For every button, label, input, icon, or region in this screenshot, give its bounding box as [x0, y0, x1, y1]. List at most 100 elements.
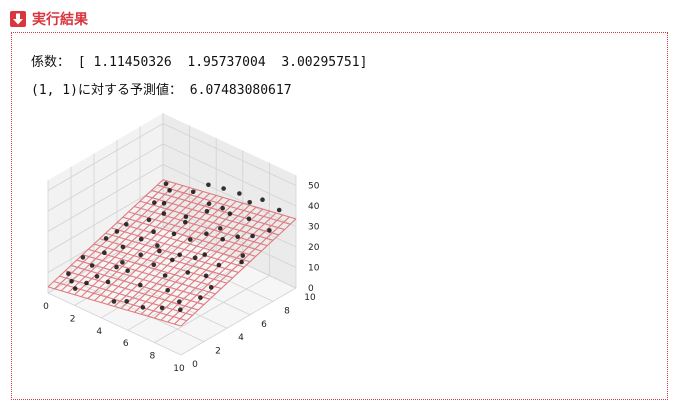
data-point [260, 197, 265, 202]
data-point [276, 207, 282, 213]
data-point [227, 211, 233, 216]
data-point [246, 216, 252, 222]
data-point [120, 244, 126, 250]
wall-grid-z-left [47, 164, 164, 232]
data-point [204, 231, 209, 236]
data-point [170, 257, 175, 263]
x-tick-label: 10 [173, 364, 185, 374]
z-tick-label: 50 [308, 182, 320, 192]
data-point [177, 299, 182, 304]
data-point [220, 236, 225, 242]
x-tick-label: 0 [43, 302, 49, 312]
data-point [138, 282, 143, 288]
data-point [171, 231, 177, 237]
plane-wire-y [134, 205, 268, 247]
plane-wire-y [116, 222, 251, 263]
data-point [159, 305, 165, 311]
plane-wire-x [173, 216, 290, 325]
data-point [183, 214, 189, 220]
data-point [216, 262, 222, 268]
data-point [162, 273, 168, 278]
output-panel: 係数： [ 1.11450326 1.95737004 3.00295751] … [11, 32, 668, 400]
floor-grid-x [127, 262, 244, 331]
y-tick-label: 2 [215, 347, 221, 357]
wall-grid-z-right [162, 123, 297, 186]
data-point [206, 182, 211, 188]
data-point [185, 270, 191, 275]
data-point [177, 252, 182, 258]
y-tick-label: 0 [192, 360, 198, 370]
plane-wire-y [111, 227, 245, 268]
data-point [167, 188, 172, 193]
floor-grid-y [70, 279, 205, 342]
plane-wire-y [105, 232, 239, 273]
plane-wire-y [139, 200, 274, 241]
data-point [204, 209, 210, 214]
y-tick-label: 6 [261, 320, 267, 330]
x-tick-label: 8 [150, 352, 156, 362]
y-tick-label: 8 [284, 306, 290, 316]
z-tick-label: 0 [308, 284, 314, 294]
wall-grid-z-right [162, 143, 297, 207]
data-point [138, 252, 143, 258]
section-title: 実行結果 [32, 12, 88, 28]
data-point [190, 189, 196, 195]
plane-wire-x [127, 202, 244, 311]
wall-grid-z-left [47, 143, 164, 212]
data-point [198, 295, 203, 300]
data-point [146, 217, 152, 223]
data-point [247, 200, 252, 205]
data-point [103, 236, 109, 241]
data-point [220, 205, 225, 211]
data-point [240, 253, 246, 258]
floor-grid-x [154, 275, 270, 343]
plane-wire-y [145, 195, 279, 236]
data-point [161, 201, 167, 206]
data-point [218, 226, 223, 231]
plane-wire-y [157, 184, 291, 225]
data-point [163, 181, 169, 186]
back-pane-left [48, 113, 163, 293]
x-tick-label: 6 [123, 339, 129, 349]
data-point [157, 248, 162, 254]
plane-wire-x [140, 206, 257, 315]
x-tick-label: 2 [70, 314, 76, 324]
data-point [94, 274, 100, 279]
data-point [72, 286, 78, 291]
data-point [155, 243, 160, 248]
data-point [267, 228, 272, 233]
data-point [80, 255, 86, 260]
data-point [89, 263, 95, 268]
wall-grid-z-left [47, 123, 164, 191]
data-point [221, 186, 226, 191]
data-point [161, 211, 167, 216]
data-point [124, 222, 129, 227]
data-point [125, 268, 130, 274]
data-point [140, 305, 146, 310]
data-point [183, 219, 188, 225]
data-point [202, 252, 207, 257]
plane-wire-x [134, 204, 250, 313]
y-tick-label: 4 [238, 333, 244, 343]
data-point [105, 279, 111, 285]
data-point [237, 191, 242, 196]
data-point [138, 236, 144, 242]
floor-grid-y [93, 265, 228, 329]
data-point [250, 233, 255, 239]
data-point [124, 299, 129, 304]
plane-wire-y [162, 179, 297, 220]
floor-grid-x [74, 238, 190, 306]
plane-wire-y [47, 286, 182, 327]
floor-pane [48, 226, 296, 355]
data-point [102, 250, 107, 255]
wall-grid-z-left [47, 184, 164, 253]
data-point [178, 307, 183, 312]
data-point [151, 229, 156, 234]
data-point [235, 234, 240, 239]
y-tick-label: 10 [304, 293, 316, 303]
coefficients-output: 係数： [ 1.11450326 1.95737004 3.00295751] [31, 55, 368, 70]
data-point [120, 260, 125, 265]
data-point [84, 280, 89, 286]
data-point [239, 259, 244, 265]
